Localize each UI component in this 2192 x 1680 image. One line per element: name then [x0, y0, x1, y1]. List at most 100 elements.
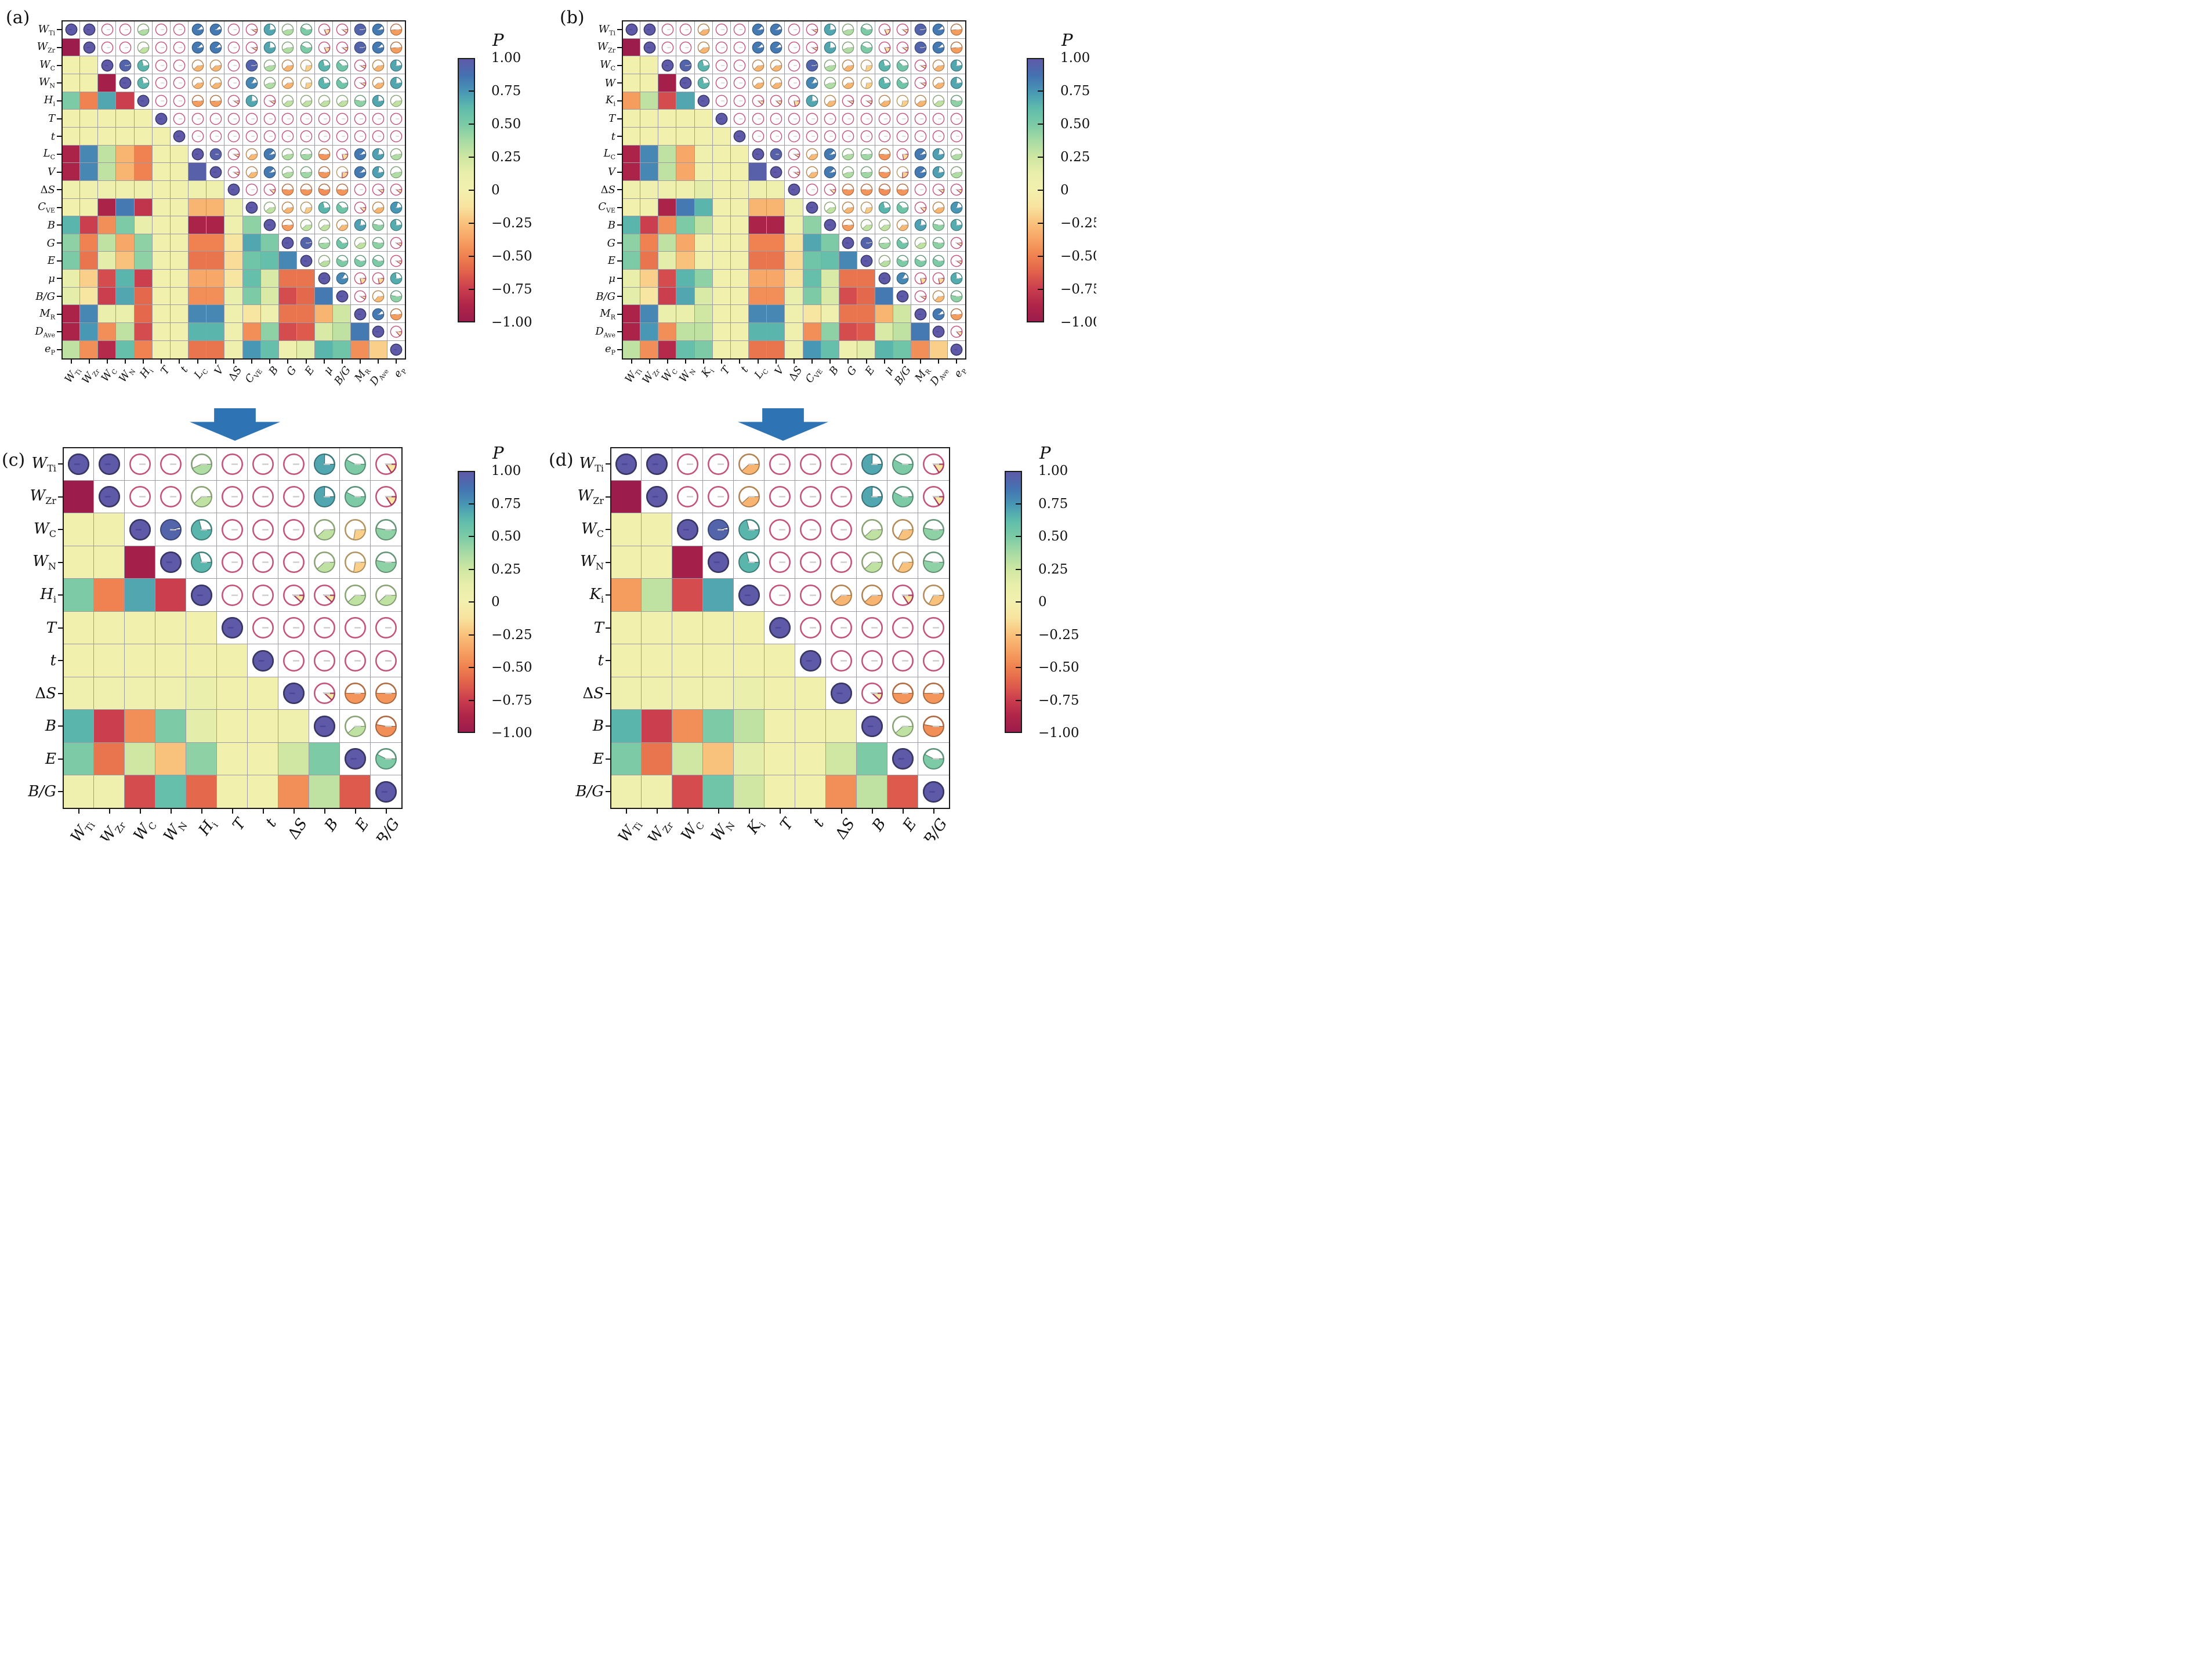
axis-label-symbol: T: [158, 364, 173, 378]
y-axis-tick: [617, 313, 622, 315]
row-label: LC: [0, 146, 615, 164]
correlation-pie: [372, 59, 385, 71]
x-axis-tick: [847, 359, 849, 364]
x-axis-tick: [323, 359, 325, 364]
axis-label-symbol: E: [607, 255, 615, 267]
pie-cell: [315, 74, 333, 92]
axis-label-symbol: M: [600, 307, 611, 320]
correlation-pie: [155, 23, 168, 36]
pie-cell: [387, 74, 405, 92]
correlation-pie: [300, 23, 312, 36]
colorbar-title: P: [1039, 443, 1051, 463]
row-label: WN: [0, 546, 604, 579]
pie-cell: [369, 74, 387, 92]
correlation-pie: [263, 95, 276, 107]
pie-cell: [387, 56, 405, 74]
correlation-pie: [227, 41, 240, 54]
axis-label-symbol: B/G: [596, 290, 615, 303]
pie-cell: [224, 39, 242, 57]
x-axis-tick: [648, 359, 650, 364]
axis-label-symbol: B: [827, 364, 841, 378]
axis-label-prefix: Δ: [600, 183, 608, 196]
axis-label-subscript: Zr: [608, 46, 615, 55]
axis-label-symbol: μ: [608, 272, 615, 285]
x-axis-tick: [269, 359, 271, 364]
y-axis-tick: [606, 791, 610, 793]
matrix-cell: [79, 109, 99, 128]
pie-cell: [171, 39, 189, 57]
correlation-pie: [372, 77, 385, 89]
correlation-pie: [390, 41, 403, 54]
row-label: Ki: [0, 579, 604, 612]
row-label: WC: [0, 513, 604, 546]
x-axis-tick: [233, 359, 234, 364]
axis-label-symbol: W: [604, 77, 615, 89]
axis-label-symbol: B: [321, 815, 342, 834]
x-axis-tick: [811, 359, 813, 364]
axis-label-symbol: t: [611, 130, 615, 143]
pie-cell: [369, 56, 387, 74]
pie-cell: [135, 92, 153, 110]
axis-label-symbol: C: [598, 201, 607, 213]
pie-cell: [279, 39, 297, 57]
x-axis-tick: [748, 808, 750, 814]
y-axis-tick: [617, 296, 622, 297]
axis-label-symbol: E: [863, 364, 878, 378]
y-axis-tick: [617, 278, 622, 280]
axis-label-symbol: B: [266, 364, 281, 378]
axis-label-subscript: P: [611, 349, 615, 357]
correlation-pie: [263, 130, 276, 143]
colorbar-tick-label: 0.50: [1060, 117, 1090, 132]
correlation-pie: [83, 41, 96, 54]
y-axis-tick: [606, 758, 610, 760]
correlation-pie: [336, 77, 349, 89]
axis-label-subscript: C: [610, 153, 615, 161]
pie-cell: [243, 56, 261, 74]
x-axis-tick: [143, 359, 144, 364]
matrix-cell: [79, 73, 99, 93]
correlation-pie: [209, 41, 222, 54]
x-axis-tick: [829, 359, 831, 364]
x-axis-tick: [396, 359, 397, 364]
pie-cell: [206, 128, 224, 146]
correlation-pie: [209, 59, 222, 71]
correlation-pie: [354, 41, 367, 54]
colorbar-tick-label: 0: [1060, 183, 1069, 198]
axis-label-symbol: t: [810, 815, 828, 830]
axis-label-subscript: Zr: [593, 495, 604, 507]
axis-label-symbol: V: [772, 364, 787, 378]
pie-cell: [333, 92, 351, 110]
pie-cell: [171, 92, 189, 110]
colorbar-tick-label: −0.50: [1060, 249, 1096, 264]
x-axis-tick: [378, 359, 379, 364]
correlation-pie: [191, 41, 204, 54]
correlation-pie: [318, 113, 330, 125]
axis-label-subscript: Ave: [603, 331, 615, 339]
colorbar-tick: [1016, 634, 1021, 636]
correlation-pie: [318, 77, 330, 89]
pie-cell: [261, 92, 279, 110]
axis-label-symbol: T: [718, 364, 733, 378]
pie-cell: [369, 110, 387, 128]
pie-cell: [171, 74, 189, 92]
correlation-pie: [137, 77, 150, 89]
correlation-pie: [209, 23, 222, 36]
axis-label-symbol: e: [604, 343, 611, 355]
pie-cell: [206, 110, 224, 128]
colorbar-tick: [1038, 90, 1043, 92]
correlation-pie: [173, 59, 186, 71]
correlation-pie: [227, 59, 240, 71]
correlation-pie: [354, 95, 367, 107]
pie-cell: [243, 92, 261, 110]
axis-label-symbol: B/G: [920, 815, 951, 841]
correlation-pie: [336, 95, 349, 107]
x-axis-tick: [78, 808, 79, 814]
axis-label-symbol: D: [595, 325, 604, 338]
x-axis-tick: [919, 359, 921, 364]
y-axis-tick: [617, 331, 622, 333]
correlation-pie: [191, 130, 204, 143]
pie-cell: [279, 74, 297, 92]
axis-label-symbol: K: [744, 817, 765, 837]
correlation-pie: [336, 23, 349, 36]
pie-cell: [135, 21, 153, 39]
